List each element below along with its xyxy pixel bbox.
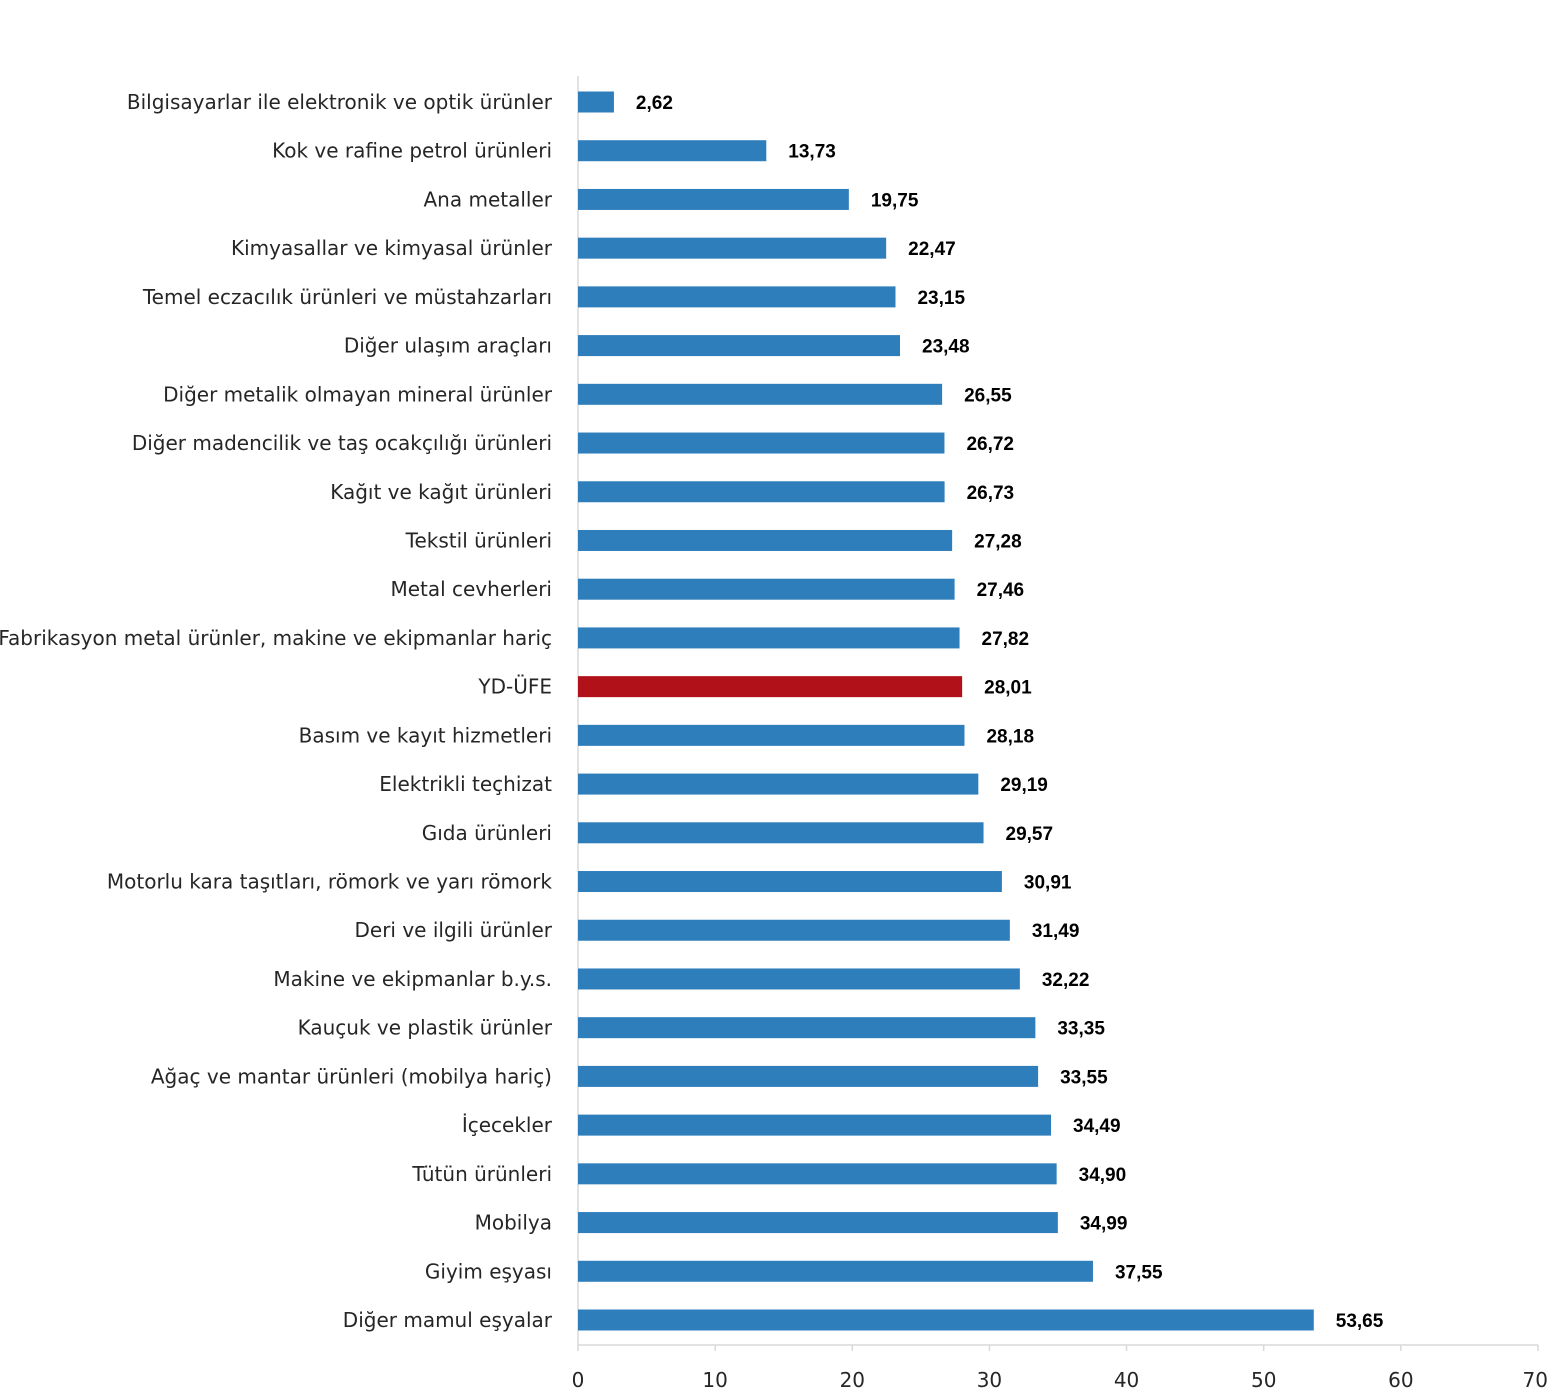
bar [578, 773, 979, 795]
value-label: 33,35 [1057, 1019, 1105, 1040]
category-label: Ağaç ve mantar ürünleri (mobilya hariç) [151, 1064, 552, 1088]
category-label: Diğer mamul eşyalar [343, 1308, 553, 1332]
bar [578, 1163, 1057, 1185]
value-label: 33,55 [1060, 1067, 1108, 1088]
x-tick-label: 60 [1388, 1368, 1413, 1392]
value-label: 23,15 [917, 288, 965, 309]
value-label: 34,99 [1080, 1214, 1128, 1235]
bar [578, 383, 943, 405]
bar-group [578, 91, 1314, 1331]
category-label: Elektrikli teçhizat [379, 772, 552, 796]
bar [578, 481, 945, 503]
category-label: Fabrikasyon metal ürünler, makine ve eki… [0, 626, 552, 650]
category-label: Ana metaller [424, 187, 553, 211]
bar [578, 1260, 1093, 1282]
value-label: 53,65 [1336, 1311, 1384, 1332]
value-label: 30,91 [1024, 873, 1072, 894]
category-label: Giyim eşyası [425, 1259, 552, 1283]
value-label: 2,62 [636, 93, 673, 114]
bar [578, 91, 614, 113]
bar [578, 286, 896, 308]
value-label: 23,48 [922, 337, 970, 358]
category-label: İçecekler [462, 1113, 553, 1137]
value-label: 27,46 [977, 580, 1025, 601]
category-label: Temel eczacılık ürünleri ve müstahzarlar… [142, 285, 552, 309]
x-tick-group: 0 10 20 30 40 50 60 70 [572, 1345, 1548, 1392]
bar [578, 335, 901, 357]
bar [578, 237, 887, 259]
value-label: 28,01 [984, 678, 1032, 699]
bar [578, 871, 1002, 893]
category-label: Bilgisayarlar ile elektronik ve optik ür… [127, 90, 553, 114]
category-label: Diğer madencilik ve taş ocakçılığı ürünl… [132, 431, 552, 455]
value-label: 27,28 [974, 531, 1022, 552]
value-label: 26,72 [966, 434, 1014, 455]
category-label-group: Bilgisayarlar ile elektronik ve optik ür… [0, 90, 553, 1332]
category-label: Diğer ulaşım araçları [344, 334, 552, 358]
bar [578, 432, 945, 454]
bar [578, 578, 955, 600]
bar [578, 529, 953, 551]
value-label: 34,90 [1079, 1165, 1127, 1186]
category-label: Mobilya [475, 1211, 552, 1235]
bar [578, 1114, 1052, 1136]
category-label: Kimyasallar ve kimyasal ürünler [231, 236, 553, 260]
value-label: 29,19 [1000, 775, 1048, 796]
bar [578, 188, 849, 210]
category-label: Metal cevherleri [390, 577, 552, 601]
value-label: 37,55 [1115, 1262, 1163, 1283]
bar [578, 1017, 1036, 1039]
x-tick-label: 0 [572, 1368, 585, 1392]
bar [578, 1065, 1039, 1087]
value-label: 27,82 [982, 629, 1030, 650]
value-label: 19,75 [871, 190, 919, 211]
value-label: 22,47 [908, 239, 956, 260]
bar [578, 724, 965, 746]
value-label: 26,73 [967, 483, 1015, 504]
bar [578, 919, 1010, 941]
value-label: 32,22 [1042, 970, 1090, 991]
category-label: Makine ve ekipmanlar b.y.s. [273, 967, 552, 991]
bar [578, 676, 963, 698]
x-tick-label: 40 [1114, 1368, 1139, 1392]
value-label: 26,55 [964, 385, 1012, 406]
category-label: Kauçuk ve plastik ürünler [298, 1016, 553, 1040]
category-label: Gıda ürünleri [422, 821, 552, 845]
value-label: 31,49 [1032, 921, 1080, 942]
category-label: Motorlu kara taşıtları, römork ve yarı r… [107, 870, 553, 894]
x-tick-label: 70 [1523, 1368, 1548, 1392]
category-label: Deri ve ilgili ürünler [354, 918, 552, 942]
value-label: 34,49 [1073, 1116, 1121, 1137]
value-label: 28,18 [986, 726, 1034, 747]
x-tick-label: 10 [702, 1368, 727, 1392]
bar [578, 1212, 1058, 1234]
x-tick-label: 20 [840, 1368, 865, 1392]
category-label: YD-ÜFE [477, 675, 552, 699]
value-label: 13,73 [788, 142, 836, 163]
bar [578, 140, 767, 162]
bar [578, 627, 960, 649]
bar [578, 822, 984, 844]
value-label-group: 2,62 13,73 19,75 22,47 23,15 23,48 26,55 26,72 2… [636, 93, 1384, 1332]
category-label: Tütün ürünleri [411, 1162, 552, 1186]
category-label: Kok ve rafine petrol ürünleri [272, 139, 552, 163]
category-label: Diğer metalik olmayan mineral ürünler [163, 382, 553, 406]
bar [578, 968, 1020, 990]
x-tick-label: 50 [1251, 1368, 1276, 1392]
category-label: Basım ve kayıt hizmetleri [299, 723, 552, 747]
category-label: Tekstil ürünleri [405, 528, 552, 552]
category-label: Kağıt ve kağıt ürünleri [330, 480, 552, 504]
bar [578, 1309, 1314, 1331]
value-label: 29,57 [1006, 824, 1054, 845]
x-tick-label: 30 [977, 1368, 1002, 1392]
